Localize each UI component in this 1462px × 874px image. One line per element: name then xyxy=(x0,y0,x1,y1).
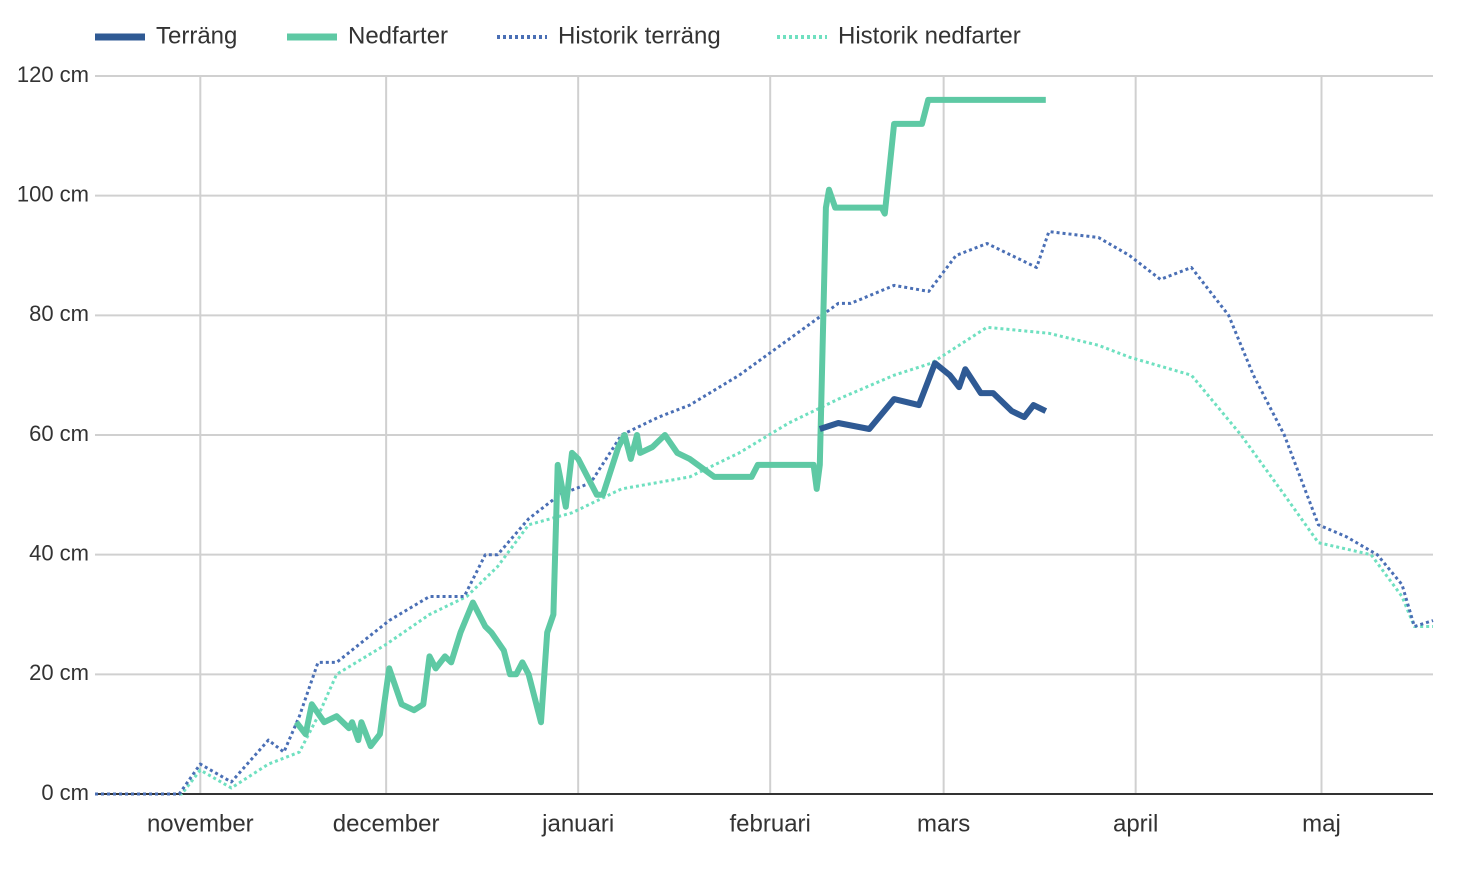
x-tick-label: februari xyxy=(730,810,811,837)
legend-label: Nedfarter xyxy=(348,22,448,49)
series-line xyxy=(293,96,1046,750)
legend-label: Historik nedfarter xyxy=(838,22,1021,49)
legend-label: Terräng xyxy=(156,22,237,49)
x-tick-label: mars xyxy=(917,810,970,837)
x-tick-label: november xyxy=(147,810,254,837)
y-tick-label: 40 cm xyxy=(29,540,89,565)
series-line xyxy=(95,325,1433,796)
legend-label: Historik terräng xyxy=(558,22,721,49)
series-line xyxy=(818,360,1048,432)
y-tick-label: 80 cm xyxy=(29,301,89,326)
x-tick-label: april xyxy=(1113,810,1158,837)
y-tick-label: 100 cm xyxy=(17,181,89,206)
y-tick-label: 0 cm xyxy=(41,780,89,805)
x-tick-label: maj xyxy=(1302,810,1341,837)
x-tick-label: januari xyxy=(541,810,614,837)
grid xyxy=(95,75,1433,795)
x-tick-label: december xyxy=(333,810,440,837)
series-line xyxy=(95,230,1434,796)
y-tick-label: 20 cm xyxy=(29,660,89,685)
legend: Terräng Nedfarter Historik terräng Historik… xyxy=(95,22,1021,49)
y-tick-label: 120 cm xyxy=(17,62,89,87)
y-tick-label: 60 cm xyxy=(29,421,89,446)
